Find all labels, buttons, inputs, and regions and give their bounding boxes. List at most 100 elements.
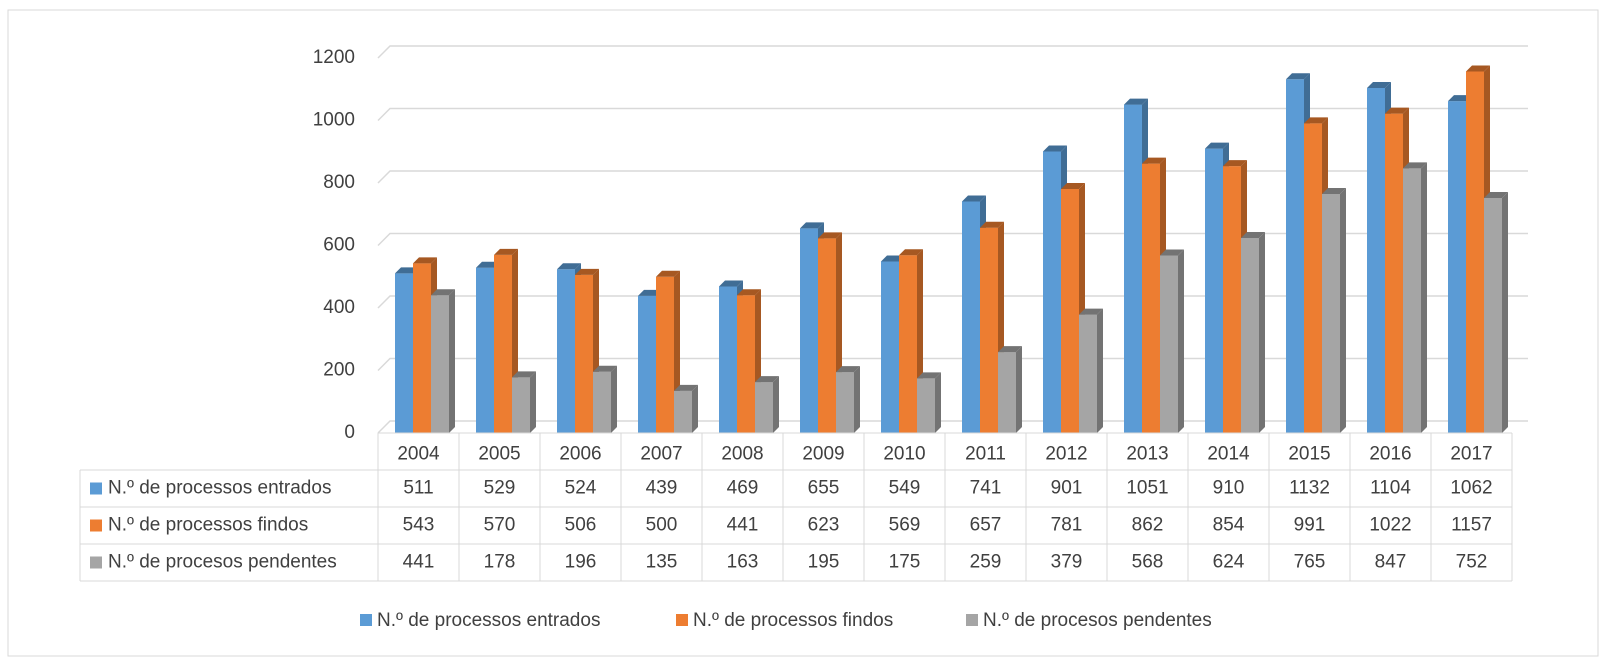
table-cell: 175 (889, 552, 921, 573)
bar-top (836, 366, 860, 373)
table-cell: 506 (565, 515, 597, 536)
bar-side (854, 366, 860, 433)
bar-top (980, 221, 1004, 228)
bar-front (962, 201, 980, 433)
bar-front (1079, 314, 1097, 433)
bar-top (1484, 192, 1508, 198)
bar-top (755, 376, 779, 383)
table-cell: 259 (970, 552, 1002, 573)
table-cell: 441 (727, 515, 759, 536)
bar-top (998, 346, 1022, 353)
bar-front (719, 286, 737, 433)
table-cell: 1062 (1450, 478, 1492, 499)
table-cell: 1022 (1369, 515, 1411, 536)
table-row-label: N.º de processos entrados (108, 478, 331, 499)
x-tick-label: 2009 (802, 444, 844, 465)
table-cell: 549 (889, 478, 921, 499)
bar (1079, 308, 1103, 433)
bar-front (1466, 71, 1484, 433)
bar-top (719, 280, 743, 287)
bar-front (737, 295, 755, 433)
bar-top (1466, 65, 1490, 72)
bar-front (818, 238, 836, 433)
bar-top (1241, 232, 1265, 238)
x-tick-label: 2005 (478, 444, 520, 465)
y-tick-label: 1200 (313, 47, 355, 68)
y-tick-label: 200 (323, 360, 355, 381)
table-cell: 657 (970, 515, 1002, 536)
bar-front (512, 377, 530, 433)
bar (512, 371, 536, 433)
bar-top (1061, 182, 1085, 189)
bar-top (917, 372, 941, 379)
bar-top (800, 222, 824, 229)
bar-top (1304, 117, 1328, 124)
bar-top (1205, 142, 1229, 149)
bar-front (1223, 166, 1241, 433)
bar-front (1367, 88, 1385, 433)
bar (917, 372, 941, 433)
x-tick-label: 2011 (965, 444, 1006, 465)
bar-front (674, 390, 692, 433)
bar-top (674, 384, 698, 391)
bar-side (1097, 308, 1103, 433)
bar (1241, 232, 1265, 433)
bar-top (1142, 157, 1166, 164)
bar (836, 366, 860, 433)
legend-key (966, 614, 978, 626)
table-cell: 765 (1294, 552, 1326, 573)
bar-front (1061, 188, 1079, 433)
bar-top (494, 248, 518, 255)
table-cell: 529 (484, 478, 516, 499)
table-cell: 439 (646, 478, 678, 499)
x-tick-label: 2013 (1126, 444, 1168, 465)
bar-front (1124, 104, 1142, 433)
grid-line (377, 45, 1528, 59)
table-cell: 655 (808, 478, 840, 499)
table-cell: 901 (1051, 478, 1083, 499)
bar-front (1286, 79, 1304, 433)
bar-top (1286, 73, 1310, 80)
bar-top (737, 289, 761, 296)
table-cell: 862 (1132, 515, 1164, 536)
bar-top (1403, 162, 1427, 169)
bar-front (494, 254, 512, 433)
y-tick-label: 800 (323, 172, 355, 193)
bar-side (530, 371, 536, 433)
legend-label: N.º de processos entrados (377, 610, 600, 631)
table-key (90, 482, 102, 495)
table-cell: 511 (403, 478, 433, 499)
bar-top (593, 365, 617, 372)
bar (998, 346, 1022, 433)
table-cell: 441 (403, 552, 435, 573)
bar-front (395, 273, 413, 433)
bar-top (431, 289, 455, 296)
table-cell: 1157 (1451, 515, 1492, 536)
x-tick-label: 2017 (1450, 444, 1492, 465)
bar-top (1223, 160, 1247, 167)
table-cell: 623 (808, 515, 840, 536)
table-cell: 543 (403, 515, 435, 536)
y-tick-label: 1000 (313, 110, 355, 131)
table-row-label: N.º de procesos pendentes (108, 552, 337, 573)
bar (1160, 249, 1184, 433)
table-cell: 195 (808, 552, 840, 573)
table-cell: 1132 (1289, 478, 1330, 499)
bar-front (800, 228, 818, 433)
legend-label: N.º de processos findos (693, 610, 893, 631)
bar-top (1385, 107, 1409, 114)
bar-top (1124, 98, 1148, 105)
bar-front (476, 267, 494, 433)
table-cell: 854 (1213, 515, 1245, 536)
bar-front (881, 261, 899, 433)
bar-front (1403, 168, 1421, 433)
x-tick-label: 2010 (883, 444, 925, 465)
bar-top (1079, 308, 1103, 315)
table-cell: 570 (484, 515, 516, 536)
bar-top (557, 263, 581, 270)
bar-front (638, 295, 656, 433)
bar-front (917, 378, 935, 433)
bar-top (1043, 145, 1067, 152)
legend-key (360, 614, 372, 626)
bar-side (1502, 192, 1508, 433)
